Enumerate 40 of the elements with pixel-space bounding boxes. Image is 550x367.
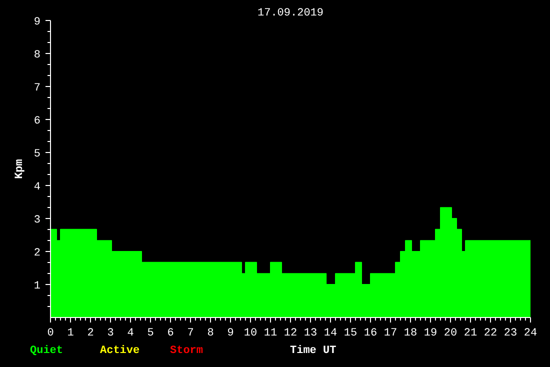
x-tick-label: 1: [67, 328, 74, 340]
x-axis-title: Time UT: [290, 344, 336, 359]
x-tick-label: 20: [444, 328, 458, 340]
x-tick-label: 15: [344, 328, 358, 340]
x-tick-label: 14: [324, 328, 338, 340]
y-tick-label: 4: [34, 182, 41, 194]
x-tick-label: 3: [107, 328, 114, 340]
y-tick-label: 9: [34, 16, 41, 28]
x-tick-label: 8: [207, 328, 214, 340]
legend-label: Storm: [170, 344, 204, 359]
x-tick-label: 2: [87, 328, 94, 340]
y-tick-label: 3: [34, 214, 41, 226]
x-tick-label: 13: [304, 328, 318, 340]
x-tick-label: 16: [364, 328, 378, 340]
x-tick-label: 18: [404, 328, 418, 340]
x-tick-label: 19: [424, 328, 438, 340]
y-tick-label: 8: [34, 50, 41, 62]
x-tick-label: 9: [227, 328, 234, 340]
x-tick-label: 21: [464, 328, 478, 340]
x-tick-label: 11: [264, 328, 278, 340]
y-tick-label: 1: [34, 280, 41, 292]
x-tick-label: 17: [384, 328, 398, 340]
y-tick-label: 5: [34, 148, 41, 160]
x-tick-label: 0: [47, 328, 54, 340]
x-tick-label: 12: [284, 328, 298, 340]
x-tick-label: 6: [167, 328, 174, 340]
x-tick-label: 22: [484, 328, 498, 340]
x-tick-label: 24: [524, 328, 538, 340]
y-axis-title: Kpm: [14, 158, 26, 179]
y-tick-label: 7: [34, 82, 41, 94]
chart-title: 17.09.2019: [257, 8, 324, 20]
x-tick-label: 10: [244, 328, 258, 340]
y-tick-label: 2: [34, 248, 41, 260]
x-tick-label: 23: [504, 328, 518, 340]
x-tick-label: 7: [187, 328, 194, 340]
y-tick-label: 6: [34, 116, 41, 128]
text: Quiet: [30, 344, 64, 359]
x-tick-label: 4: [127, 328, 134, 340]
legend-label: Active: [100, 344, 140, 359]
x-tick-label: 5: [147, 328, 154, 340]
